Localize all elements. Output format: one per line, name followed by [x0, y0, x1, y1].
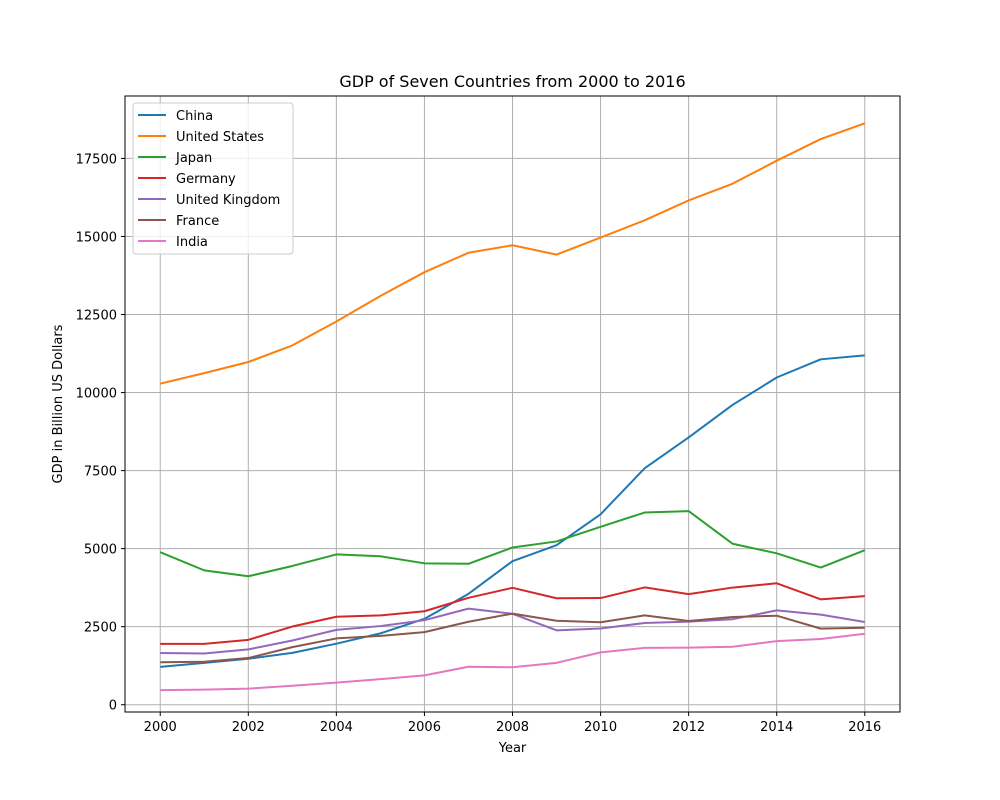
- y-tick-label: 7500: [84, 465, 117, 480]
- y-axis-ticks: 0 2500 5000 7500 10000 12500 15000 17500: [76, 152, 125, 714]
- series-line-united-states: [159, 122, 866, 385]
- y-tick-label: 12500: [76, 309, 117, 324]
- legend-label-france: France: [176, 214, 219, 229]
- legend-label-united-states: United States: [176, 130, 264, 145]
- x-axis-label: Year: [498, 741, 527, 756]
- x-tick-label: 2012: [672, 720, 705, 735]
- grid-lines: [125, 96, 900, 712]
- x-axis-ticks: 2000 2002 2004 2006 2008 2010 2012 2014 2016: [144, 712, 881, 735]
- x-tick-label: 2008: [496, 720, 529, 735]
- series-line-germany: [160, 582, 865, 645]
- x-tick-label: 2002: [232, 720, 265, 735]
- x-tick-label: 2000: [144, 720, 177, 735]
- y-tick-label: 0: [109, 699, 117, 714]
- series-lines: [159, 122, 866, 692]
- x-tick-label: 2006: [408, 720, 441, 735]
- legend-label-germany: Germany: [176, 172, 236, 187]
- chart-title: GDP of Seven Countries from 2000 to 2016: [339, 72, 685, 91]
- series-line-china: [160, 354, 865, 668]
- x-tick-label: 2010: [584, 720, 617, 735]
- legend-label-china: China: [176, 109, 213, 124]
- legend: China United States Japan Germany United Kin…: [132, 102, 294, 255]
- y-tick-label: 17500: [76, 152, 117, 167]
- series-line-india: [160, 632, 865, 692]
- legend-box: [132, 102, 294, 255]
- y-tick-label: 5000: [84, 543, 117, 558]
- legend-label-united-kingdom: United Kingdom: [176, 193, 280, 208]
- legend-label-japan: Japan: [175, 151, 212, 166]
- y-tick-label: 15000: [76, 230, 117, 245]
- x-tick-label: 2004: [320, 720, 353, 735]
- series-line-japan: [159, 510, 866, 578]
- y-tick-label: 10000: [76, 387, 117, 402]
- series-line-france: [160, 612, 865, 664]
- x-tick-label: 2014: [760, 720, 793, 735]
- legend-label-india: India: [176, 235, 208, 250]
- y-axis-label: GDP in Billion US Dollars: [51, 324, 66, 483]
- y-tick-label: 2500: [84, 621, 117, 636]
- x-tick-label: 2016: [848, 720, 881, 735]
